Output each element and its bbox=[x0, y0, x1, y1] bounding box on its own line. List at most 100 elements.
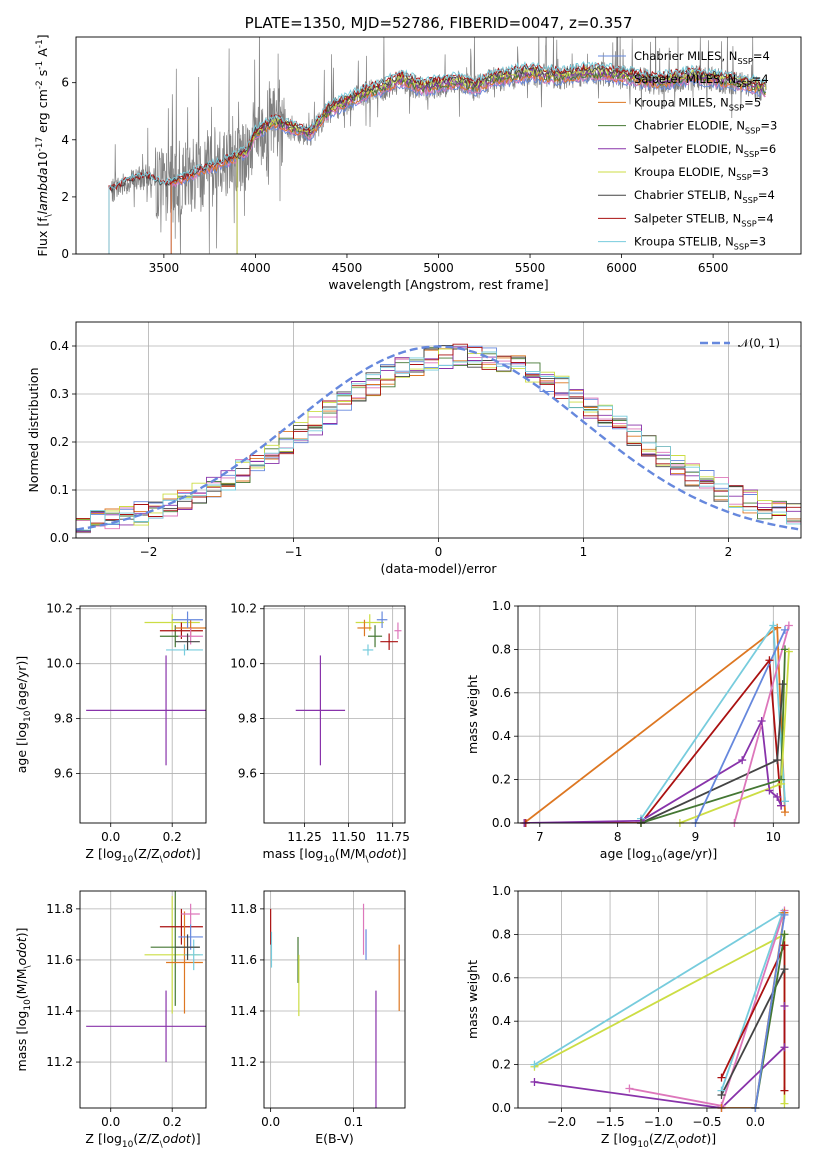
y-tick-label: 9.8 bbox=[54, 712, 73, 726]
label-part: h bbox=[642, 188, 649, 202]
label-part: L bbox=[699, 72, 706, 86]
label-part: O bbox=[692, 165, 701, 179]
y-tick-label: 11.2 bbox=[46, 1055, 73, 1069]
label-part: s bbox=[465, 721, 480, 728]
x-tick-label: 2 bbox=[725, 545, 733, 559]
label-part: 4 bbox=[766, 211, 773, 225]
label-part: a bbox=[465, 734, 480, 742]
label-part: o bbox=[646, 235, 653, 249]
label-part: SSP bbox=[736, 172, 751, 182]
label-part: V bbox=[340, 1131, 349, 1146]
weight-line bbox=[534, 932, 786, 1104]
label-part: , bbox=[440, 14, 445, 32]
label-part: ] bbox=[402, 846, 407, 861]
y-tick-label: 6 bbox=[61, 76, 69, 90]
label-part: S bbox=[634, 142, 641, 156]
label-part: t bbox=[392, 846, 398, 861]
axes-frame bbox=[517, 890, 800, 1109]
label-part: E bbox=[721, 142, 728, 156]
y-tick-label: 0.0 bbox=[492, 816, 511, 830]
label-part: g bbox=[675, 846, 683, 861]
label-part: o bbox=[430, 561, 438, 576]
label-part: \ bbox=[160, 1140, 164, 1150]
label-part: o bbox=[369, 846, 377, 861]
label-part: Z bbox=[667, 1131, 676, 1146]
label-part: u bbox=[26, 391, 41, 399]
x-tick-label: 4500 bbox=[332, 261, 363, 275]
label-part: L bbox=[700, 49, 707, 63]
label-part: D bbox=[497, 14, 509, 32]
label-part: r bbox=[702, 846, 708, 861]
label-part: i bbox=[465, 981, 480, 984]
label-part: ( bbox=[662, 846, 667, 861]
label-part: L bbox=[254, 14, 263, 32]
label-part: ] bbox=[14, 928, 29, 933]
label-part: N bbox=[728, 72, 737, 86]
y-tick-label: 0.2 bbox=[50, 435, 69, 449]
label-part: r bbox=[35, 119, 50, 125]
label-part: o bbox=[14, 942, 29, 950]
label-part: E bbox=[281, 14, 290, 32]
plot-area bbox=[523, 622, 790, 823]
model-spectrum-line bbox=[108, 62, 766, 254]
label-part: u bbox=[653, 235, 660, 249]
label-part: t bbox=[14, 936, 29, 942]
label-part: i bbox=[668, 49, 671, 63]
label-part: , bbox=[718, 235, 722, 249]
weight-point bbox=[780, 1043, 789, 1052]
label-part: l bbox=[304, 846, 307, 861]
x-tick-label: 4000 bbox=[240, 261, 271, 275]
label-part: g bbox=[14, 722, 29, 730]
label-part: [ bbox=[405, 277, 410, 292]
weight-line bbox=[640, 684, 784, 823]
label-part: g bbox=[465, 973, 480, 981]
label-part: , bbox=[341, 14, 346, 32]
label-part: e bbox=[446, 561, 454, 576]
label-part: P bbox=[245, 14, 254, 32]
weight-point bbox=[777, 779, 786, 788]
label-part: / bbox=[14, 979, 29, 984]
label-part: . bbox=[599, 14, 604, 32]
axes-frame bbox=[79, 890, 207, 1109]
label-part: 10 bbox=[23, 999, 33, 1011]
label-part: b bbox=[656, 119, 663, 133]
x-tick-label: 5000 bbox=[423, 261, 454, 275]
label-part: a bbox=[641, 142, 648, 156]
weight-point bbox=[765, 786, 774, 795]
label-part: l bbox=[454, 561, 457, 576]
label-part: I bbox=[458, 14, 462, 32]
weight-point bbox=[780, 797, 789, 806]
weight-point bbox=[765, 656, 774, 665]
x-tick-label: 0.0 bbox=[261, 1115, 280, 1129]
label-part: a bbox=[668, 165, 675, 179]
x-tick-label: 0.1 bbox=[344, 1115, 363, 1129]
label-part: 4 bbox=[763, 49, 770, 63]
label-part: g bbox=[14, 758, 29, 766]
x-tick-label: −1 bbox=[285, 545, 303, 559]
weight-line bbox=[525, 657, 782, 823]
label-part: SSP bbox=[734, 242, 749, 252]
label-part: a bbox=[641, 211, 648, 225]
label-part: L bbox=[692, 95, 699, 109]
label-part: a bbox=[406, 561, 414, 576]
label-part: g bbox=[607, 846, 615, 861]
x-tick-label: −0.5 bbox=[692, 1115, 721, 1129]
label-part: r bbox=[664, 49, 669, 63]
label-part: r bbox=[642, 95, 647, 109]
residual-histogram bbox=[76, 351, 801, 531]
label-part: I bbox=[714, 211, 717, 225]
label-part: 8 bbox=[421, 14, 431, 32]
x-axis-label: E(B-V) bbox=[315, 1131, 354, 1146]
y-tick-label: 0.2 bbox=[492, 773, 511, 787]
label-part: t bbox=[666, 142, 671, 156]
label-part: e bbox=[615, 846, 623, 861]
label-part: I bbox=[718, 119, 721, 133]
label-part: ( bbox=[133, 1131, 138, 1146]
label-part: Z bbox=[654, 1131, 663, 1146]
axes-frame bbox=[79, 605, 207, 824]
label-part: \ bbox=[366, 855, 370, 865]
label-part: 7 bbox=[411, 14, 421, 32]
label-part: T bbox=[685, 235, 694, 249]
label-part: ( bbox=[14, 706, 29, 711]
